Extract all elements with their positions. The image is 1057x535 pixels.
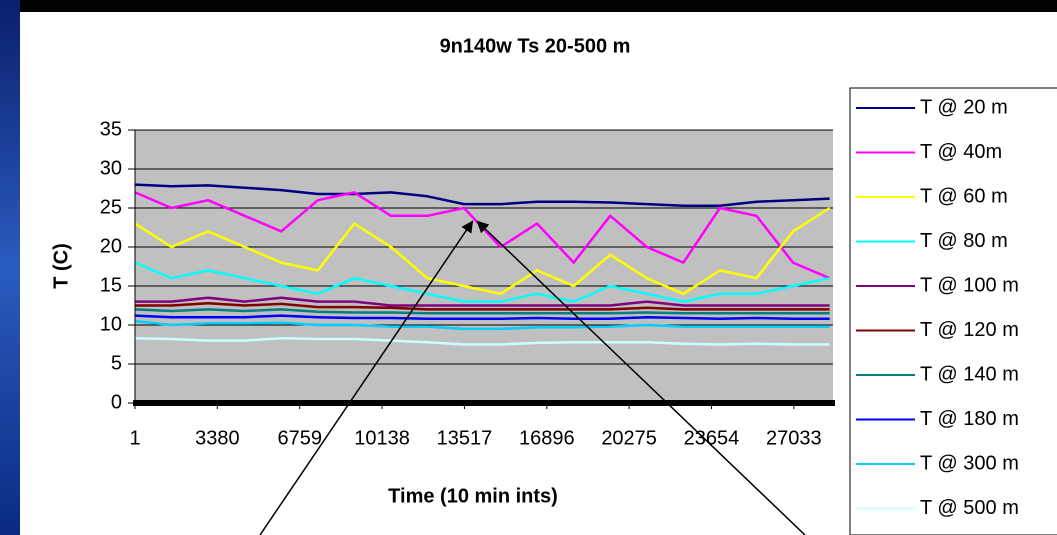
y-tick-label: 5 (111, 352, 122, 374)
background-strip (0, 0, 20, 535)
series-line (135, 301, 830, 311)
arrow (259, 220, 474, 535)
y-tick-label: 35 (100, 118, 122, 140)
x-tick-label: 20275 (601, 427, 657, 449)
plot-area (135, 130, 833, 403)
series-line (134, 183, 830, 207)
legend-label: T @ 140 m (920, 363, 1019, 385)
x-tick-label: 13517 (437, 427, 493, 449)
y-tick-label: 30 (100, 157, 122, 179)
y-tick-label: 0 (111, 391, 122, 413)
series-line (134, 206, 831, 296)
x-axis-label: Time (10 min ints) (388, 485, 558, 507)
legend-label: T @ 120 m (920, 319, 1019, 341)
legend-label: T @ 40m (920, 141, 1002, 163)
x-tick-label: 3380 (195, 427, 240, 449)
y-axis-label: T (C) (50, 243, 72, 289)
series-line (134, 337, 830, 346)
series-line (135, 296, 830, 307)
legend-label: T @ 80 m (920, 230, 1008, 252)
arrow (476, 220, 806, 535)
y-tick-label: 15 (100, 274, 122, 296)
legend-label: T @ 60 m (920, 185, 1008, 207)
legend-label: T @ 180 m (920, 408, 1019, 430)
y-tick-label: 25 (100, 196, 122, 218)
x-tick-label: 10138 (354, 427, 410, 449)
series-line (134, 314, 830, 321)
series-line (134, 308, 830, 315)
y-tick-label: 20 (100, 235, 122, 257)
x-tick-label: 6759 (277, 427, 322, 449)
legend-label: T @ 500 m (920, 497, 1019, 519)
series-line (134, 319, 830, 331)
chart-title: 9n140w Ts 20-500 m (440, 35, 631, 57)
x-tick-label: 1 (129, 427, 140, 449)
legend-box (849, 87, 1057, 535)
legend-label: T @ 20 m (920, 96, 1008, 118)
legend-label: T @ 300 m (920, 452, 1019, 474)
x-tick-label: 23654 (684, 427, 740, 449)
y-tick-label: 10 (100, 313, 122, 335)
x-tick-label: 16896 (519, 427, 575, 449)
series-line (134, 261, 830, 303)
x-tick-label: 27033 (766, 427, 822, 449)
legend-label: T @ 100 m (920, 274, 1019, 296)
